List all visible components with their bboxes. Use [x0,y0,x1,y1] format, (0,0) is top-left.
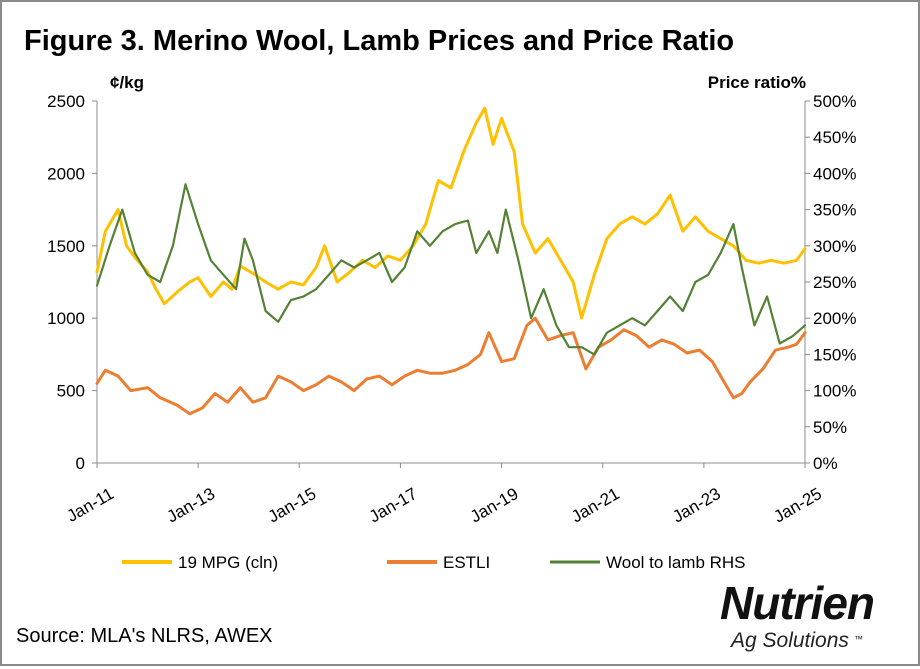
right-tick-label: 0% [813,454,838,473]
right-tick-label: 50% [813,418,847,437]
x-tick-label: Jan-11 [64,484,117,526]
series-line-estli [95,316,807,416]
left-tick-label: 0 [76,454,85,473]
x-tick-label: Jan-21 [568,484,623,526]
right-axis-unit: Price ratio% [708,73,806,92]
right-tick-label: 100% [813,382,856,401]
left-axis-unit: ¢/kg [110,73,144,92]
logo-trademark: ™ [854,634,863,644]
chart-plot-area [95,106,807,416]
left-tick-label: 1000 [47,309,85,328]
right-tick-label: 300% [813,237,856,256]
legend-label-19-mpg-cln: 19 MPG (cln) [178,553,278,572]
logo-subtitle: Ag Solutions [729,629,849,652]
series-line-19-mpg-cln [95,106,807,320]
chart-title: Figure 3. Merino Wool, Lamb Prices and P… [24,25,734,57]
left-tick-label: 500 [57,382,85,401]
legend-label-estli: ESTLI [443,553,490,572]
chart-axes: 0 500 1000 1500 2000 2500 0% 50% 100% 150% 200% 250… [47,92,856,526]
right-tick-label: 500% [813,92,856,111]
right-tick-label: 250% [813,273,856,292]
chart-legend: 19 MPG (cln) ESTLI Wool to lamb RHS [122,553,746,572]
legend-label-wool-to-lamb-rhs: Wool to lamb RHS [606,553,746,572]
left-tick-label: 2000 [47,164,85,183]
nutrien-logo: Nutrien Ag Solutions ™ [720,577,875,652]
series-line-wool-to-lamb-rhs [95,183,807,356]
x-tick-label: Jan-17 [366,484,421,526]
x-tick-label: Jan-15 [265,484,320,526]
source-note: Source: MLA's NLRS, AWEX [16,625,273,647]
logo-wordmark: Nutrien [720,577,874,629]
x-tick-label: Jan-13 [164,484,219,526]
right-tick-label: 200% [813,309,856,328]
right-tick-label: 150% [813,345,856,364]
right-tick-label: 450% [813,128,856,147]
left-tick-label: 1500 [47,237,85,256]
right-tick-label: 350% [813,201,856,220]
x-tick-label: Jan-25 [770,484,825,526]
left-tick-label: 2500 [47,92,85,111]
right-tick-label: 400% [813,164,856,183]
x-tick-label: Jan-19 [467,484,522,526]
x-tick-label: Jan-23 [669,484,724,526]
